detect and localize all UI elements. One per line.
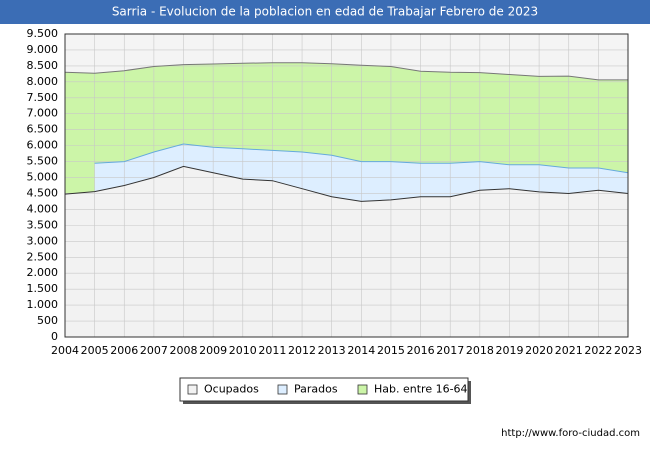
x-tick-label: 2008: [170, 344, 198, 357]
y-tick-label: 6.500: [27, 123, 59, 136]
x-tick-label: 2021: [555, 344, 583, 357]
source: http://www.foro-ciudad.com: [501, 428, 640, 439]
y-tick-label: 1.000: [27, 298, 59, 311]
title-bar: [0, 0, 650, 24]
area: [65, 166, 628, 337]
y-tick-label: 8.500: [27, 59, 59, 72]
y-tick-label: 3.500: [27, 218, 59, 231]
y-tick-label: 7.500: [27, 91, 59, 104]
y-tick-label: 5.500: [27, 155, 59, 168]
y-tick-label: 8.000: [27, 75, 59, 88]
plot-border: [64, 33, 629, 338]
legend-label: Ocupados: [204, 383, 259, 396]
x-tick-label: 2016: [407, 344, 435, 357]
x-tick-label: 2006: [110, 344, 138, 357]
x-tick-label: 2005: [81, 344, 109, 357]
series-line: [64, 165, 629, 202]
y-tick-label: 4.500: [27, 186, 59, 199]
y-tick-label: 9.500: [27, 27, 59, 40]
y-tick-label: 1.500: [27, 282, 59, 295]
legend-swatch: [357, 384, 368, 395]
series-line: [64, 62, 628, 81]
x-tick-label: 2014: [347, 344, 375, 357]
x-tick-label: 2010: [229, 344, 257, 357]
legend-swatch: [187, 384, 198, 395]
y-tick-label: 500: [37, 314, 58, 327]
x-tick-label: 2017: [436, 344, 464, 357]
x-tick-label: 2022: [584, 344, 612, 357]
x-tick-label: 2009: [199, 344, 227, 357]
y-tick-label: 4.000: [27, 202, 59, 215]
series-line: [94, 143, 629, 174]
y-tick-label: 0: [51, 330, 58, 343]
x-tick-label: 2019: [495, 344, 523, 357]
x-tick-label: 2018: [466, 344, 494, 357]
y-tick-label: 7.000: [27, 107, 59, 120]
x-tick-label: 2015: [377, 344, 405, 357]
x-tick-label: 2012: [288, 344, 316, 357]
chart-title: Sarria - Evolucion de la poblacion en ed…: [112, 5, 538, 19]
legend-swatch: [277, 384, 288, 395]
x-tick-label: 2011: [258, 344, 286, 357]
x-tick-label: 2020: [525, 344, 553, 357]
x-tick-label: 2007: [140, 344, 168, 357]
x-tick-label: 2004: [51, 344, 79, 357]
legend-label: Hab. entre 16-64: [374, 383, 468, 396]
y-tick-label: 5.000: [27, 171, 59, 184]
y-tick-label: 2.500: [27, 250, 59, 263]
y-tick-label: 6.000: [27, 139, 59, 152]
x-tick-label: 2023: [614, 344, 642, 357]
y-tick-label: 9.000: [27, 43, 59, 56]
y-tick-label: 2.000: [27, 266, 59, 279]
legend: [179, 377, 469, 402]
y-tick-label: 3.000: [27, 234, 59, 247]
legend-label: Parados: [294, 383, 338, 396]
x-tick-label: 2013: [318, 344, 346, 357]
